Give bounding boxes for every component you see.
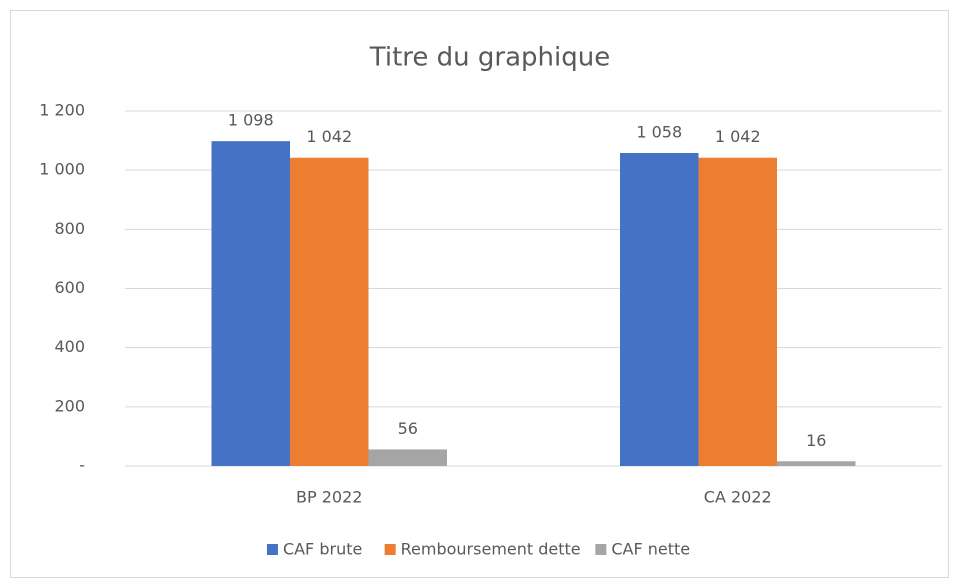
bar [698, 157, 777, 466]
bar [211, 141, 290, 467]
legend-swatch [384, 544, 396, 555]
value-label: 16 [806, 431, 826, 450]
bar [368, 449, 447, 466]
x-tick-label: CA 2022 [704, 488, 772, 507]
y-tick-label: 1 200 [39, 101, 85, 120]
value-label: 56 [398, 419, 418, 438]
y-tick-label: 400 [54, 337, 85, 356]
x-tick-label: BP 2022 [296, 488, 362, 507]
bar [290, 157, 369, 466]
legend-swatch [595, 544, 607, 555]
legend-label: CAF nette [611, 540, 690, 559]
value-label: 1 042 [715, 127, 761, 146]
legend-label: Remboursement dette [401, 540, 581, 559]
y-tick-label: 1 000 [39, 160, 85, 179]
chart-border [10, 10, 949, 578]
chart-title: Titre du graphique [369, 43, 610, 73]
y-tick-label: 800 [54, 219, 85, 238]
y-tick-label: 200 [54, 396, 85, 415]
bar [620, 153, 699, 466]
bar [777, 461, 856, 466]
legend-label: CAF brute [283, 540, 362, 559]
legend-swatch [266, 544, 278, 555]
value-label: 1 098 [228, 111, 274, 130]
y-tick-label: - [79, 456, 85, 475]
value-label: 1 042 [306, 127, 352, 146]
y-tick-label: 600 [54, 278, 85, 297]
value-label: 1 058 [636, 123, 682, 142]
